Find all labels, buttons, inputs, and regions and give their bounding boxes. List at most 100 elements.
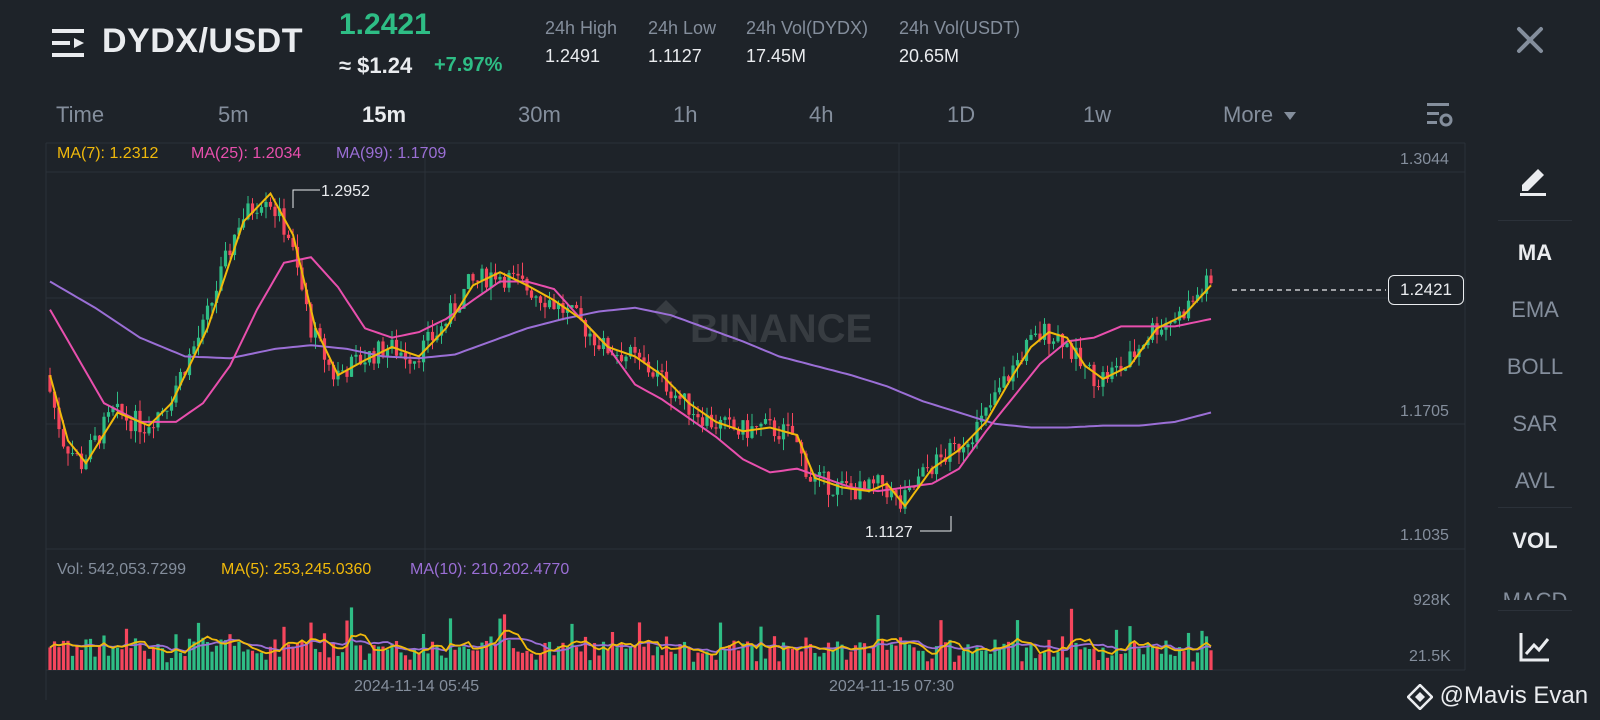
candle-body	[345, 370, 349, 377]
sidebar-item-ema[interactable]: EMA	[1511, 297, 1559, 322]
volume-bar	[754, 661, 759, 670]
tab-more[interactable]: More	[1223, 102, 1297, 128]
volume-bar	[1060, 636, 1065, 670]
candle-body	[223, 250, 228, 267]
candle-body	[106, 412, 111, 417]
candle-body	[1092, 364, 1096, 387]
candle-body	[1006, 376, 1011, 382]
volume-bar	[781, 642, 786, 670]
volume-bar	[1078, 649, 1083, 670]
candle-body	[853, 488, 858, 500]
candle-body	[624, 356, 628, 362]
tab-5m[interactable]: 5m	[218, 102, 249, 127]
candle-body	[1087, 364, 1092, 366]
volume-bar	[183, 656, 187, 670]
volume-bar	[471, 650, 475, 670]
volume-bar	[889, 644, 894, 670]
volume-bar	[750, 643, 754, 670]
candle-body	[1029, 334, 1033, 340]
sidebar-item-vol[interactable]: VOL	[1512, 528, 1558, 553]
candle-body	[669, 391, 673, 399]
candle-body	[331, 364, 336, 380]
candle-body	[372, 351, 376, 364]
candle-body	[466, 274, 471, 289]
volume-bar	[1092, 648, 1096, 670]
volume-bar	[799, 651, 804, 670]
candle-body	[79, 453, 84, 470]
candle-body	[876, 475, 880, 484]
volume-bar	[885, 649, 889, 670]
close-icon[interactable]	[1510, 20, 1550, 60]
volume-bar	[480, 642, 484, 670]
tab-more-label: More	[1223, 102, 1274, 127]
volume-bar	[313, 648, 318, 670]
chart-type-icon[interactable]	[1518, 630, 1552, 664]
volume-bar	[430, 641, 435, 670]
tab-15m[interactable]: 15m	[362, 102, 407, 127]
candle-body	[214, 290, 219, 303]
candle-body	[255, 212, 259, 214]
volume-bar	[565, 646, 570, 670]
sidebar-item-avl[interactable]: AVL	[1515, 468, 1555, 493]
candle-body	[867, 479, 871, 489]
sidebar-item-boll[interactable]: BOLL	[1506, 354, 1564, 379]
draw-tool-icon[interactable]	[1516, 163, 1554, 197]
candle-body	[498, 276, 502, 280]
sidebar-item-ma[interactable]: MA	[1517, 240, 1553, 265]
candle-body	[403, 352, 408, 360]
tab-1w[interactable]: 1w	[1083, 102, 1112, 127]
watermark-text: BINANCE	[690, 307, 872, 351]
volume-bar	[592, 643, 597, 670]
stat-label-vol-quote: 24h Vol(USDT)	[899, 18, 1021, 38]
volume-bar	[1051, 656, 1056, 670]
volume-bar	[376, 646, 381, 670]
tab-time[interactable]: Time	[56, 102, 105, 127]
tab-1h[interactable]: 1h	[673, 102, 698, 127]
volume-bar	[759, 626, 763, 670]
volume-bar	[1011, 641, 1015, 670]
volume-bar	[543, 642, 547, 670]
volume-bar	[484, 640, 489, 670]
sidebar-item-macd[interactable]: MACD	[1498, 586, 1572, 600]
volume-bar	[615, 647, 619, 670]
volume-bar	[304, 642, 309, 670]
stat-label-high: 24h High	[545, 18, 618, 38]
menu-icon[interactable]	[52, 28, 86, 58]
volume-bar	[493, 644, 498, 670]
candle-body	[115, 403, 120, 408]
candle-body	[1038, 333, 1042, 340]
candle-body	[97, 435, 102, 444]
candle-body	[471, 274, 475, 281]
candle-body	[988, 405, 993, 408]
volume-bar	[1105, 657, 1110, 670]
candle-body	[286, 234, 291, 239]
volume-bar	[516, 651, 520, 670]
tab-4h[interactable]: 4h	[809, 102, 834, 127]
candle-body	[516, 273, 520, 276]
volume-bar	[547, 641, 552, 670]
volume-bar	[1056, 652, 1060, 670]
volume-bar	[255, 653, 259, 670]
pair-title[interactable]: DYDX/USDT	[102, 22, 303, 60]
chart-settings-icon[interactable]	[1424, 100, 1454, 130]
candle-body	[237, 227, 241, 235]
candle-body	[192, 346, 196, 355]
candle-body	[628, 346, 633, 357]
volume-bar	[624, 648, 628, 670]
tab-1d[interactable]: 1D	[947, 102, 976, 127]
volume-bar	[876, 615, 880, 670]
high-annotation: 1.2952	[292, 183, 370, 208]
volume-bar	[300, 640, 304, 670]
volume-bar	[97, 645, 102, 670]
candle-body	[597, 345, 601, 350]
volume-bar	[574, 647, 579, 670]
candle-body	[1191, 300, 1195, 302]
volume-bar	[597, 655, 601, 670]
volume-bar	[93, 656, 97, 670]
sidebar-item-sar[interactable]: SAR	[1512, 411, 1558, 436]
volume-bar	[1177, 647, 1182, 670]
volume-bar	[1002, 643, 1006, 670]
tab-30m[interactable]: 30m	[518, 102, 561, 127]
vol-ma5-legend: MA(5): 253,245.0360	[221, 561, 372, 578]
